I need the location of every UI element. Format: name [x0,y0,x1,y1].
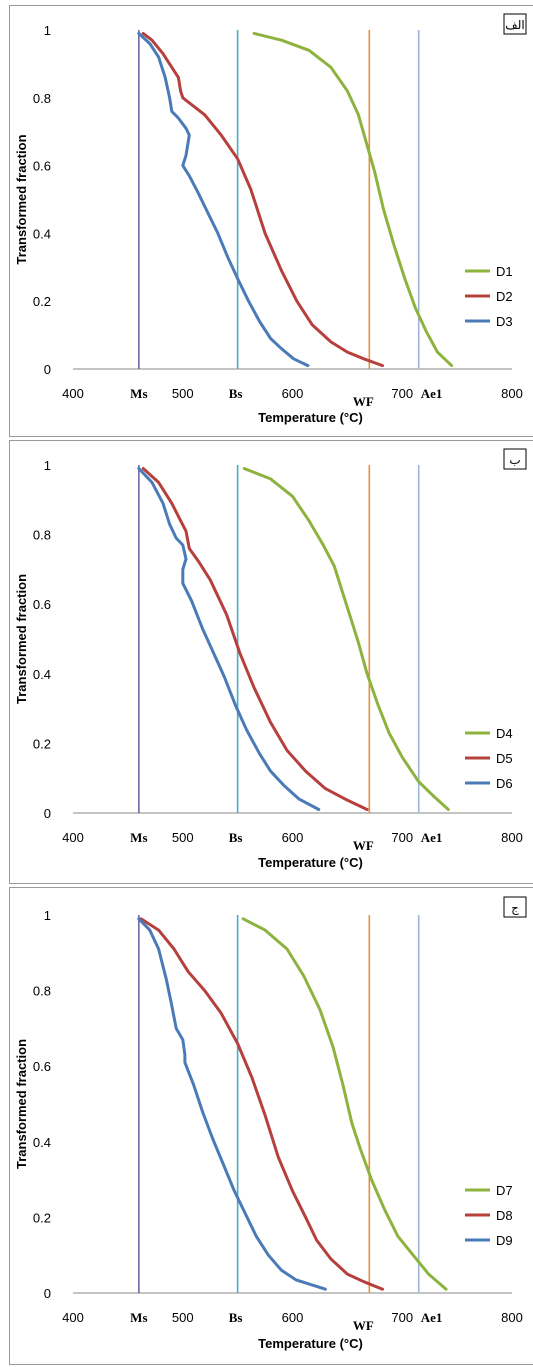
y-tick-label: 0.4 [33,667,51,682]
reference-label-wf: WF [353,394,374,409]
x-tick-label: 700 [391,386,413,401]
series-line-d1 [252,31,454,368]
legend-label-d3: D3 [496,314,513,329]
legend-label-d6: D6 [496,776,513,791]
x-tick-label: 400 [62,1310,84,1325]
y-tick-label: 0 [44,1286,51,1301]
reference-label-bs: Bs [229,830,243,845]
reference-label-ae1: Ae1 [421,386,443,401]
x-axis-title: Temperature (°C) [258,1336,363,1351]
y-tick-label: 0.6 [33,597,51,612]
chart-3-svg: 0 0.2 0.4 0.6 0.8 1 400 500 600 700 800 Temperature… [14,896,527,1351]
x-tick-label: 800 [501,386,523,401]
x-tick-label: 600 [282,1310,304,1325]
chart-1-svg: 0 0.2 0.4 0.6 0.8 1 400 500 600 700 800 Temperature… [14,13,527,425]
x-tick-label: 800 [501,830,523,845]
legend-label-d7: D7 [496,1183,513,1198]
x-tick-label: 700 [391,830,413,845]
chart-panel-1: 0 0.2 0.4 0.6 0.8 1 400 500 600 700 800 Temperature… [9,5,533,437]
x-tick-label: 600 [282,386,304,401]
y-tick-label: 0.6 [33,159,51,174]
series-line-d9 [137,917,327,1291]
series-line-d6 [137,467,321,811]
reference-label-wf: WF [353,838,374,853]
y-tick-label: 0 [44,806,51,821]
y-tick-label: 0.4 [33,226,51,241]
y-tick-label: 1 [44,908,51,923]
series-line-d7 [241,917,448,1291]
x-tick-label: 400 [62,830,84,845]
series-line-d5 [141,467,369,811]
y-tick-label: 1 [44,23,51,38]
panel-tag-label: الف [505,18,524,32]
y-tick-label: 0.8 [33,91,51,106]
y-tick-label: 0.2 [33,736,51,751]
legend-label-d4: D4 [496,726,513,741]
series-line-d8 [139,917,384,1291]
legend-label-d1: D1 [496,264,513,279]
panel-tag-box [503,13,527,35]
x-tick-label: 400 [62,386,84,401]
y-tick-label: 0 [44,362,51,377]
chart-panel-2: 0 0.2 0.4 0.6 0.8 1 400 500 600 700 800 Temperature… [9,440,533,884]
reference-label-ms: Ms [130,1310,147,1325]
y-axis-title: Transformed fraction [14,574,29,704]
legend-label-d5: D5 [496,751,513,766]
y-axis-title: Transformed fraction [14,134,29,264]
series-line-d4 [242,467,450,811]
reference-label-bs: Bs [229,386,243,401]
chart-panel-3: 0 0.2 0.4 0.6 0.8 1 400 500 600 700 800 Temperature… [9,887,533,1365]
reference-label-ms: Ms [130,830,147,845]
y-tick-label: 0.4 [33,1135,51,1150]
y-tick-label: 0.8 [33,984,51,999]
series-line-d2 [141,31,384,368]
y-tick-label: 0.6 [33,1059,51,1074]
x-axis-title: Temperature (°C) [258,855,363,870]
x-tick-label: 500 [172,1310,194,1325]
chart-2-svg: 0 0.2 0.4 0.6 0.8 1 400 500 600 700 800 Temperature… [14,448,527,870]
legend-label-d2: D2 [496,289,513,304]
reference-label-ae1: Ae1 [421,830,443,845]
x-tick-label: 500 [172,830,194,845]
x-tick-label: 500 [172,386,194,401]
reference-label-bs: Bs [229,1310,243,1325]
legend-label-d8: D8 [496,1208,513,1223]
panel-tag-box [503,896,527,918]
x-axis-title: Temperature (°C) [258,410,363,425]
x-tick-label: 600 [282,830,304,845]
x-tick-label: 700 [391,1310,413,1325]
reference-label-ae1: Ae1 [421,1310,443,1325]
reference-label-wf: WF [353,1318,374,1333]
y-axis-title: Transformed fraction [14,1039,29,1169]
reference-label-ms: Ms [130,386,147,401]
y-tick-label: 1 [44,458,51,473]
y-tick-label: 0.2 [33,294,51,309]
legend-label-d9: D9 [496,1233,513,1248]
x-tick-label: 800 [501,1310,523,1325]
panel-tag-label: ج [511,901,519,915]
y-tick-label: 0.2 [33,1210,51,1225]
y-tick-label: 0.8 [33,528,51,543]
panel-tag-label: ب [509,453,520,467]
panel-tag-box [503,448,527,470]
series-line-d3 [137,31,310,368]
